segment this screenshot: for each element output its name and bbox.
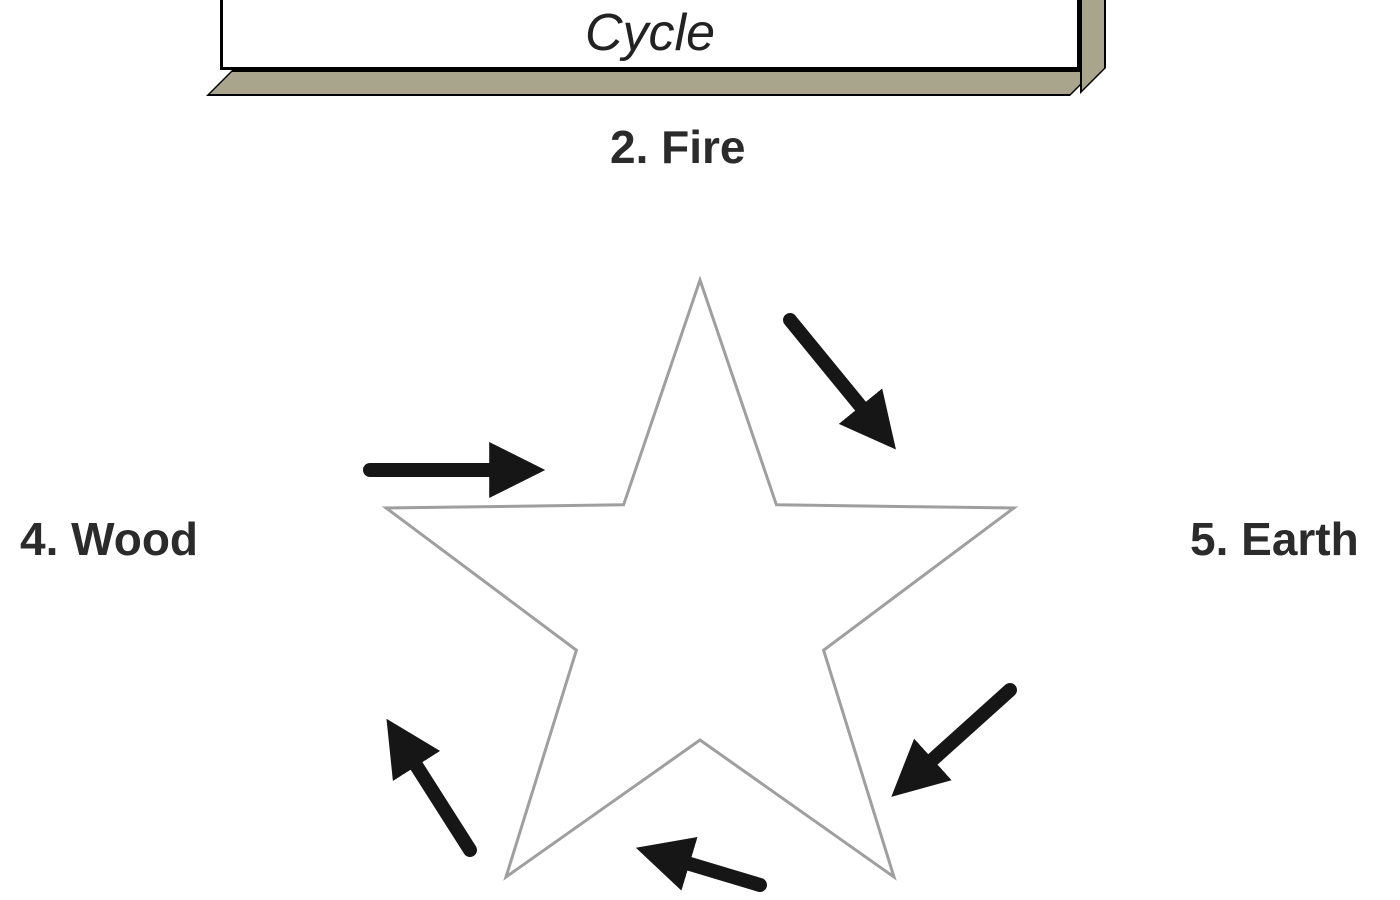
diagram-stage: Cycle 2. Fire 4. Wood 5. Earth — [0, 0, 1400, 900]
arrow-lower_left_up — [400, 740, 470, 850]
arrow-fire_right_down — [790, 320, 880, 430]
arrows-layer — [0, 0, 1400, 900]
arrow-earth_down_left — [910, 690, 1010, 780]
arrow-bottom_center — [660, 855, 760, 885]
